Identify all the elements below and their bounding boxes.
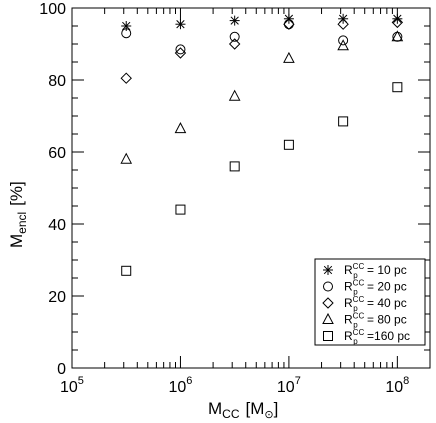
legend-marker-triangle bbox=[322, 312, 334, 324]
data-point-triangle bbox=[228, 89, 241, 101]
x-tick-label: 107 bbox=[277, 375, 301, 396]
data-point-asterisk bbox=[392, 13, 403, 24]
x-tick-label: 105 bbox=[60, 375, 84, 396]
data-point-square bbox=[283, 139, 294, 150]
data-point-square bbox=[175, 204, 186, 215]
legend-label: RCC p = 80 pc bbox=[344, 312, 407, 330]
data-point-square bbox=[392, 82, 403, 93]
data-point-asterisk bbox=[175, 19, 186, 30]
x-tick-label: 108 bbox=[385, 375, 409, 396]
legend-entry: RCC p =160 pc bbox=[323, 328, 410, 346]
legend-marker-diamond bbox=[322, 297, 334, 309]
y-tick-label: 0 bbox=[57, 361, 66, 378]
data-point-diamond bbox=[337, 18, 349, 30]
legend-marker-circle bbox=[323, 281, 333, 292]
data-point-diamond bbox=[228, 38, 241, 50]
data-point-circle bbox=[338, 35, 349, 46]
y-tick-label: 80 bbox=[48, 73, 66, 90]
data-point-asterisk bbox=[229, 15, 240, 26]
legend-entry: RCC p = 10 pc bbox=[323, 262, 407, 280]
data-point-triangle bbox=[391, 30, 404, 42]
data-point-triangle bbox=[283, 51, 295, 63]
data-point-square bbox=[338, 116, 349, 127]
legend-entry: RCC p = 40 pc bbox=[322, 295, 407, 313]
data-point-triangle bbox=[120, 152, 133, 164]
legend-entry: RCC p = 20 pc bbox=[323, 279, 407, 297]
data-point-circle bbox=[229, 31, 240, 42]
y-tick-label: 20 bbox=[48, 289, 66, 306]
legend-label: RCC p =160 pc bbox=[344, 328, 410, 346]
y-tick-label: 100 bbox=[39, 1, 66, 18]
legend-label: RCC p = 40 pc bbox=[344, 295, 407, 313]
y-axis-label: Mencl[%] bbox=[7, 181, 29, 248]
legend-marker-asterisk bbox=[323, 265, 333, 275]
legend-marker-square bbox=[323, 331, 333, 341]
y-axis-ticks: 0 20 40 60 80 100 bbox=[39, 1, 430, 378]
data-point-square bbox=[229, 161, 240, 172]
data-point-circle bbox=[121, 28, 132, 39]
data-point-square bbox=[121, 265, 132, 276]
data-point-diamond bbox=[391, 16, 404, 29]
data-point-triangle bbox=[337, 39, 349, 51]
data-point-circle bbox=[175, 44, 186, 55]
data-point-diamond bbox=[174, 47, 187, 59]
x-axis-label: MCC [M⊙] bbox=[208, 399, 278, 421]
legend-label: RCC p = 20 pc bbox=[344, 279, 407, 297]
data-point-diamond bbox=[283, 18, 295, 30]
legend-box bbox=[314, 258, 426, 346]
data-markers bbox=[120, 13, 404, 276]
data-point-diamond bbox=[120, 72, 132, 84]
legend-label: RCC p = 10 pc bbox=[344, 262, 407, 280]
y-tick-label: 40 bbox=[48, 217, 66, 234]
data-point-triangle bbox=[174, 122, 187, 134]
x-tick-label: 106 bbox=[168, 375, 192, 396]
legend-entry: RCC p = 80 pc bbox=[322, 312, 407, 330]
y-tick-label: 60 bbox=[48, 145, 66, 162]
data-point-asterisk bbox=[121, 21, 132, 31]
